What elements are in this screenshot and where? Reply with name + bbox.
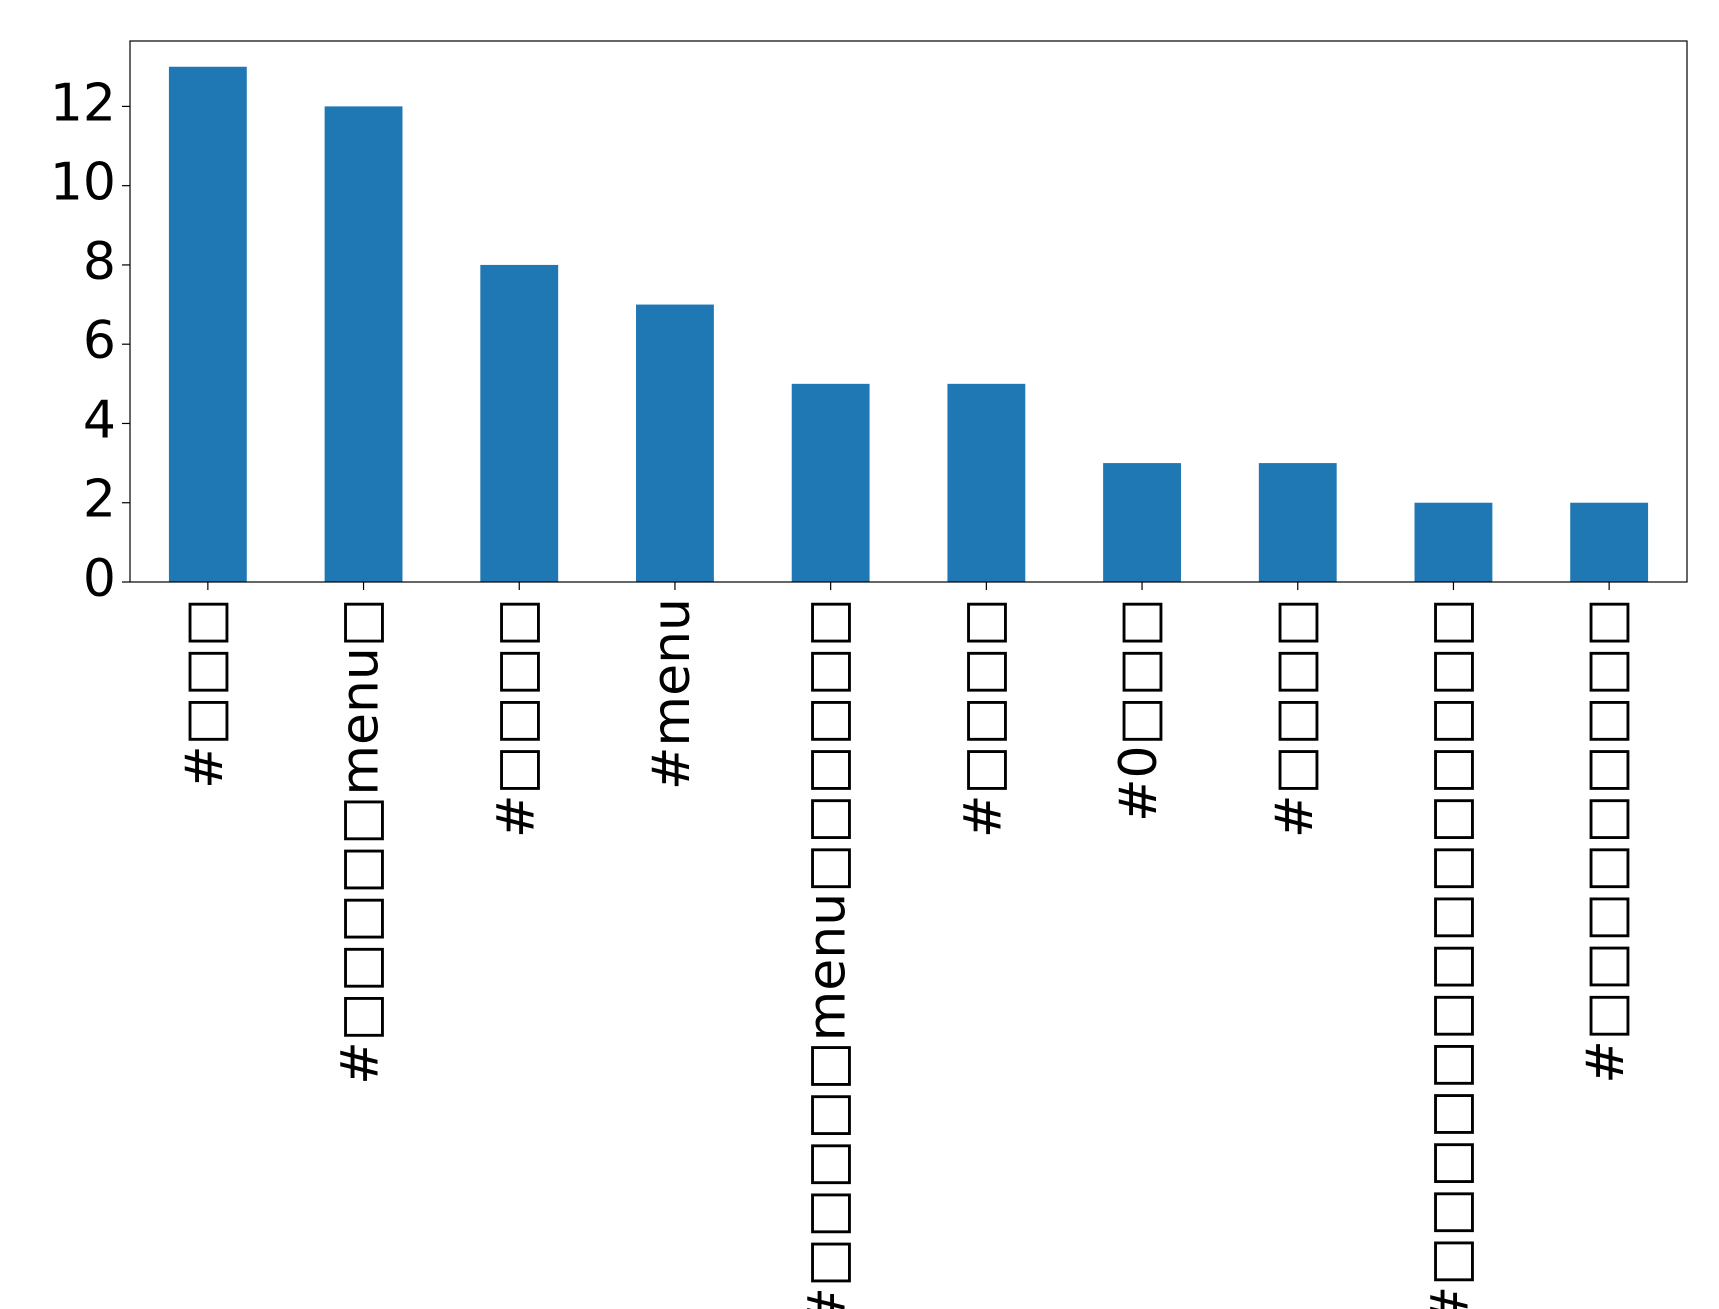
plot-frame [129, 40, 1688, 583]
bar [1570, 502, 1649, 582]
x-tick-label: #□□□□ [1265, 598, 1325, 838]
y-tick-label: 6 [83, 311, 116, 371]
y-tick-label: 10 [50, 153, 116, 213]
x-tick-label: #□□□□ [953, 598, 1013, 838]
x-tick-label: #□□□ [175, 598, 235, 789]
bar [1258, 463, 1337, 582]
bar [1414, 502, 1493, 582]
x-tick-label: #□□□□□□□□□□□□□□ [1420, 598, 1480, 1309]
bar [791, 383, 870, 582]
y-tick-label: 8 [83, 232, 116, 292]
x-tick-label: #□□□□□□□□□ [1576, 598, 1636, 1084]
x-tick-label: #□□□□□menu□ [331, 598, 391, 1085]
x-tick-label: #□□□□ [486, 598, 546, 838]
y-tick-label: 0 [83, 549, 116, 609]
y-tick-label: 2 [83, 470, 116, 530]
bar [1103, 463, 1181, 582]
x-tick-label: #menu [642, 598, 702, 790]
bar [636, 304, 714, 582]
y-tick-label: 4 [83, 390, 116, 450]
bar [480, 264, 559, 582]
y-tick-label: 12 [50, 73, 116, 133]
x-tick-label: #0□□□ [1109, 598, 1169, 822]
bar [947, 383, 1026, 582]
bar [324, 106, 403, 583]
bar [168, 66, 247, 582]
x-tick-label: #□□□□□menu□□□□□□ [798, 598, 858, 1309]
